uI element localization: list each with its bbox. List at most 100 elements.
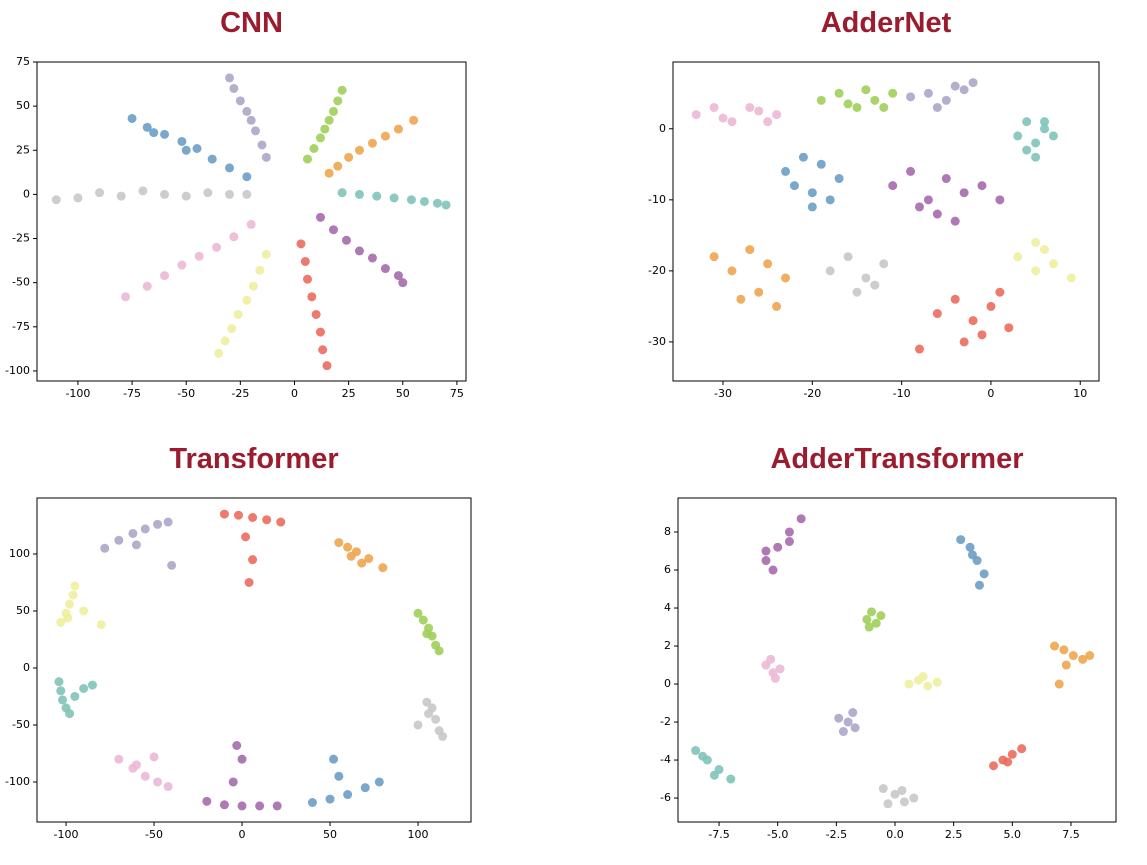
point: [989, 761, 999, 771]
point: [995, 195, 1005, 205]
point: [374, 777, 384, 787]
point: [128, 528, 138, 538]
point: [372, 191, 382, 201]
point: [850, 723, 860, 733]
x-tick-label: -2.5: [826, 828, 847, 841]
point: [333, 161, 343, 171]
point: [879, 102, 889, 112]
y-tick-label: 4: [664, 601, 671, 614]
point: [914, 202, 924, 212]
point: [96, 620, 106, 630]
point: [225, 189, 235, 199]
chart-title: CNN: [220, 7, 283, 39]
point: [194, 251, 204, 261]
y-tick-label: 8: [664, 525, 671, 538]
point: [1040, 117, 1050, 127]
y-tick-label: 50: [16, 99, 30, 112]
point: [114, 754, 124, 764]
y-tick-label: -20: [648, 264, 666, 277]
point: [79, 684, 89, 694]
y-tick-label: -50: [12, 276, 30, 289]
point: [745, 245, 755, 255]
point: [775, 664, 785, 674]
point: [393, 271, 403, 281]
point: [192, 144, 202, 154]
point: [177, 136, 187, 146]
point: [160, 271, 170, 281]
point: [328, 225, 338, 235]
point: [181, 145, 191, 155]
y-tick-label: 25: [16, 143, 30, 156]
point: [246, 219, 256, 229]
x-tick-label: 75: [450, 387, 464, 400]
y-tick-label: 100: [9, 547, 30, 560]
point: [225, 73, 235, 83]
point: [300, 256, 310, 266]
point: [261, 152, 271, 162]
point: [941, 95, 951, 105]
point: [360, 783, 370, 793]
point: [354, 145, 364, 155]
point: [1013, 131, 1023, 141]
point: [160, 189, 170, 199]
point: [406, 195, 416, 205]
point: [870, 280, 880, 290]
point: [346, 551, 356, 561]
point: [54, 677, 64, 687]
x-tick-label: 50: [396, 387, 410, 400]
plot-frame: [672, 61, 1100, 382]
y-tick-label: -30: [648, 335, 666, 348]
point: [325, 794, 335, 804]
point: [409, 115, 419, 125]
point: [932, 102, 942, 112]
point: [56, 686, 66, 696]
point: [220, 336, 230, 346]
point: [234, 510, 244, 520]
y-tick-label: -75: [12, 320, 30, 333]
point: [825, 195, 835, 205]
point: [212, 242, 222, 252]
point: [343, 542, 353, 552]
point: [871, 618, 881, 628]
y-tick-label: -100: [5, 775, 30, 788]
point: [796, 514, 806, 524]
y-tick-label: 2: [664, 639, 671, 652]
point: [950, 216, 960, 226]
point: [318, 345, 328, 355]
point: [367, 138, 377, 148]
point: [114, 535, 124, 545]
point: [852, 287, 862, 297]
point: [255, 801, 265, 811]
point: [378, 563, 388, 573]
point: [1004, 323, 1014, 333]
point: [834, 174, 844, 184]
point: [977, 181, 987, 191]
point: [87, 680, 97, 690]
y-tick-label: 6: [664, 563, 671, 576]
point: [843, 99, 853, 109]
point: [309, 144, 319, 154]
chart-title: Transformer: [169, 443, 338, 475]
point: [843, 252, 853, 262]
x-tick-label: -30: [714, 387, 732, 400]
point: [116, 191, 126, 201]
point: [1017, 744, 1027, 754]
x-tick-label: -5.0: [767, 828, 788, 841]
point: [870, 95, 880, 105]
point: [834, 88, 844, 98]
point: [883, 799, 893, 809]
point: [167, 560, 177, 570]
point: [1048, 259, 1058, 269]
point: [202, 796, 212, 806]
point: [1050, 641, 1060, 651]
point: [79, 606, 89, 616]
point: [140, 771, 150, 781]
point: [878, 784, 888, 794]
point: [276, 517, 286, 527]
point: [328, 106, 338, 116]
point: [761, 556, 771, 566]
point: [229, 83, 239, 93]
point: [357, 558, 367, 568]
point: [70, 691, 80, 701]
point: [918, 671, 928, 681]
